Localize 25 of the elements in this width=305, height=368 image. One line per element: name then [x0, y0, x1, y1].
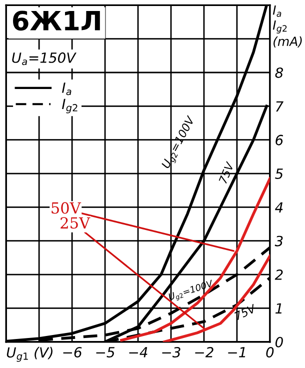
y-tick-label: 2	[274, 269, 283, 280]
line-series	[163, 254, 270, 342]
y-tick-label: 1	[275, 303, 282, 314]
x-tick-label: −5	[96, 347, 115, 358]
text: U$_{a}$=150V	[12, 52, 76, 66]
y-tick-label: 5	[275, 168, 283, 179]
y-tick-label: 6	[276, 134, 284, 146]
legend-label: I$_{g2}$	[62, 98, 78, 114]
y-tick-label: 8	[275, 67, 284, 78]
y-tick-label: 3	[274, 236, 283, 246]
x-axis-title: U$_{g1}$ (V)	[6, 346, 52, 362]
annotation: 25V	[60, 217, 90, 229]
chart-title: 6Ж1Л	[13, 10, 100, 31]
x-tick-label: −3	[162, 346, 180, 358]
y-tick-label: 4	[275, 202, 283, 212]
y-axis-title: I$_{a}$ I$_{g2}$ (mA)	[272, 6, 302, 48]
y-tick-label: 7	[276, 101, 284, 112]
x-tick-label: 0	[266, 346, 274, 358]
x-tick-label: −4	[129, 347, 148, 358]
annotation: 50V	[52, 202, 82, 214]
x-tick-label: −2	[195, 346, 214, 358]
x-tick-label: −1	[228, 347, 246, 358]
y-tick-label: 0	[275, 336, 283, 348]
x-tick-label: −6	[63, 346, 82, 358]
legend-label: I$_{a}$	[62, 82, 72, 96]
